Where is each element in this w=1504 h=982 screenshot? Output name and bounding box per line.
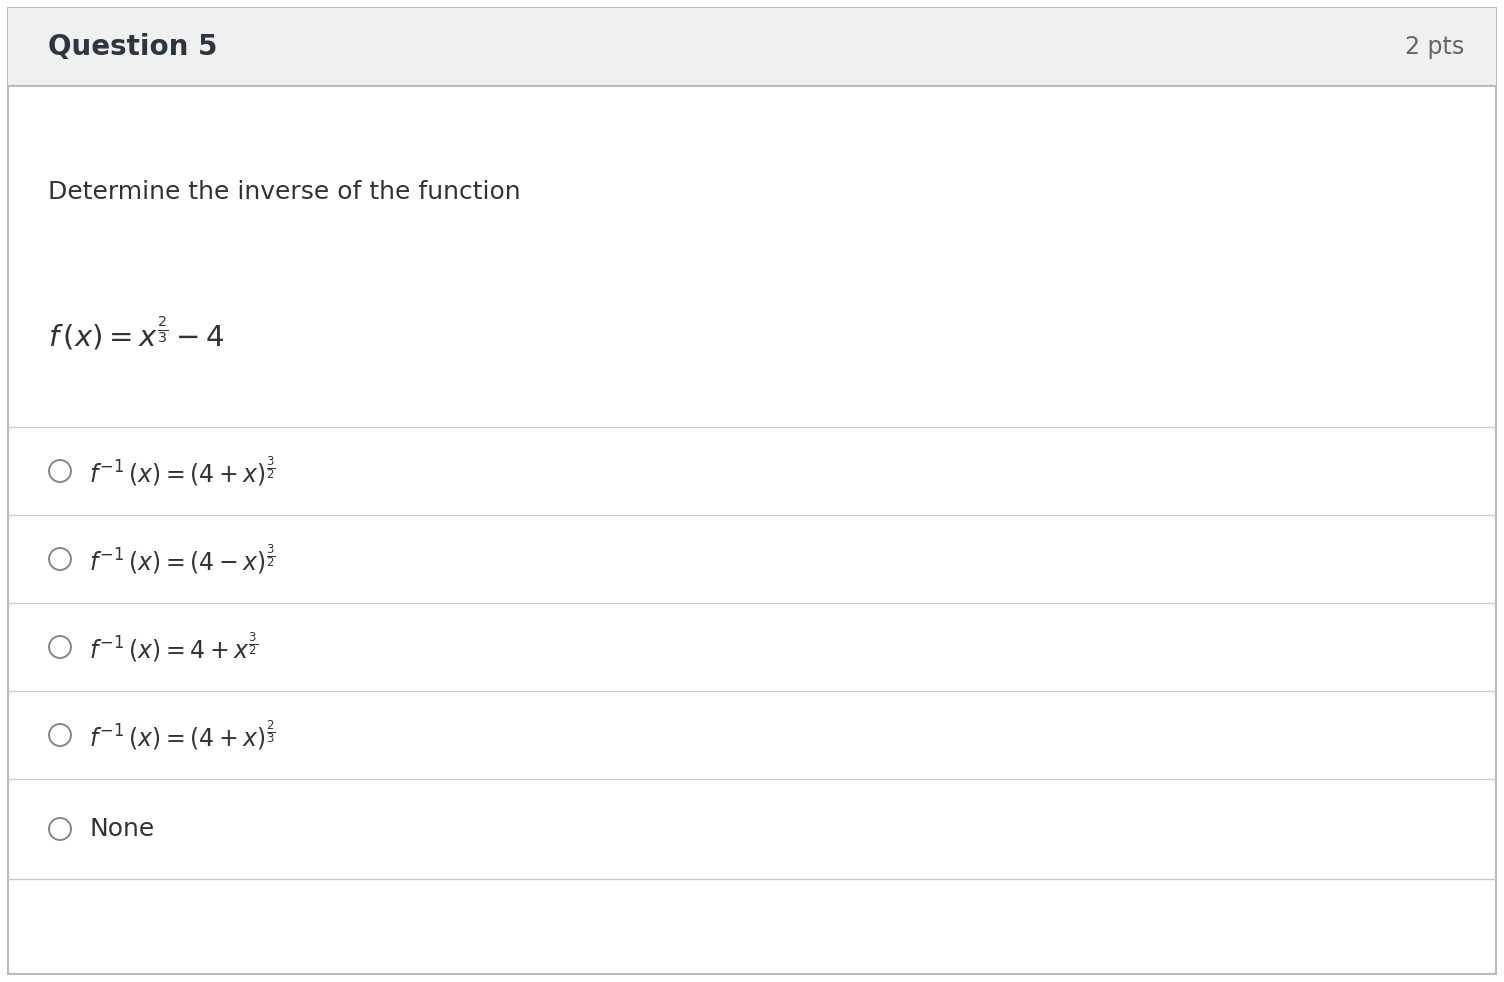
FancyBboxPatch shape bbox=[8, 8, 1496, 974]
FancyBboxPatch shape bbox=[8, 8, 1496, 86]
Text: None: None bbox=[89, 817, 155, 841]
Text: Determine the inverse of the function: Determine the inverse of the function bbox=[48, 180, 520, 204]
Text: $f^{-1}\,(x) = (4 - x)^{\frac{3}{2}}$: $f^{-1}\,(x) = (4 - x)^{\frac{3}{2}}$ bbox=[89, 542, 275, 575]
Text: Question 5: Question 5 bbox=[48, 33, 218, 61]
Text: 2 pts: 2 pts bbox=[1405, 35, 1463, 59]
Text: $f^{-1}\,(x) = 4 + x^{\frac{3}{2}}$: $f^{-1}\,(x) = 4 + x^{\frac{3}{2}}$ bbox=[89, 630, 259, 664]
Text: $f\,(x) = x^{\frac{2}{3}} - 4$: $f\,(x) = x^{\frac{2}{3}} - 4$ bbox=[48, 315, 224, 353]
Text: $f^{-1}\,(x) = (4 + x)^{\frac{2}{3}}$: $f^{-1}\,(x) = (4 + x)^{\frac{2}{3}}$ bbox=[89, 719, 275, 751]
Text: $f^{-1}\,(x) = (4 + x)^{\frac{3}{2}}$: $f^{-1}\,(x) = (4 + x)^{\frac{3}{2}}$ bbox=[89, 455, 275, 488]
